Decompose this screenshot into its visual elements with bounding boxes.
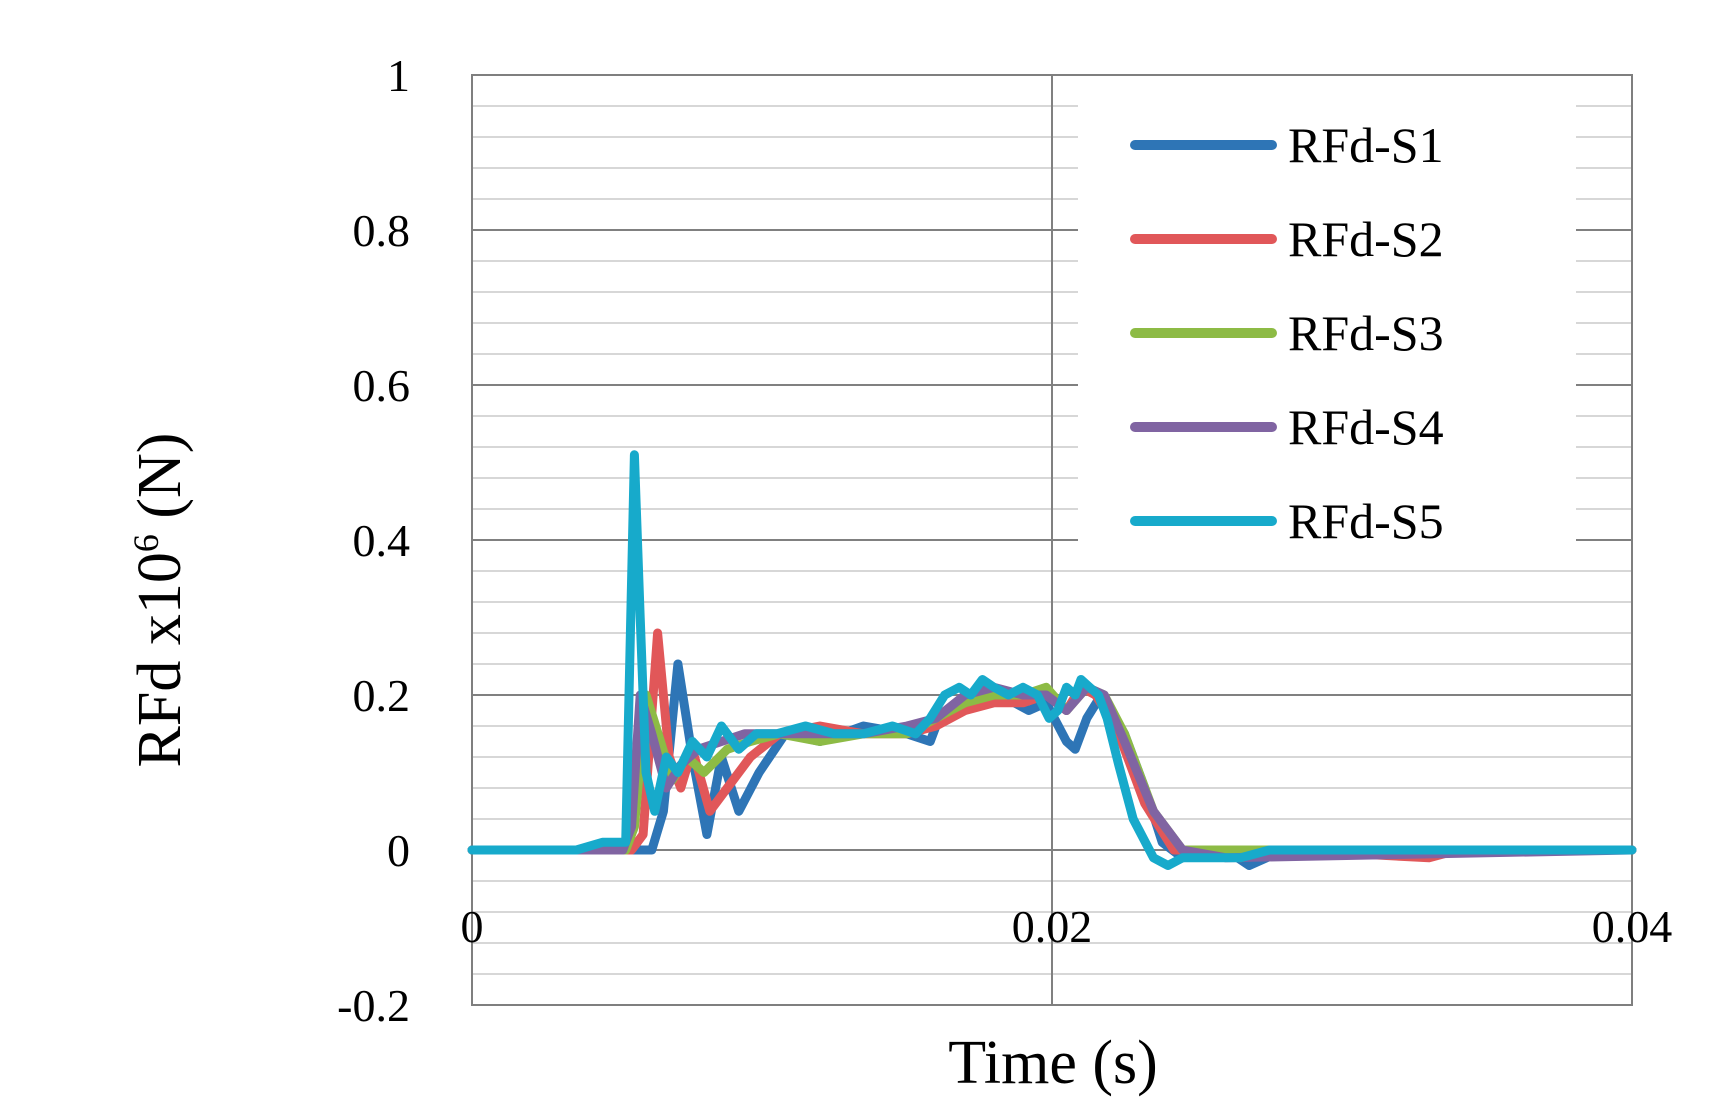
y-tick-label: 0.8 (353, 205, 411, 256)
x-tick-label: 0.02 (1012, 901, 1093, 952)
y-axis-title: RFd x106 (N) (126, 433, 194, 768)
x-tick-label: 0 (461, 901, 484, 952)
legend-label: RFd-S1 (1288, 117, 1444, 173)
x-tick-label: 0.04 (1592, 901, 1673, 952)
legend: RFd-S1 RFd-S2 RFd-S3 RFd-S4 RFd-S5 (1130, 117, 1444, 549)
y-tick-labels: -0.2 0 0.2 0.4 0.6 0.8 1 (337, 50, 410, 1031)
y-tick-label: -0.2 (337, 980, 410, 1031)
y-axis-title-main: RFd x10 (126, 552, 194, 767)
legend-label: RFd-S4 (1288, 399, 1444, 455)
y-tick-label: 0 (387, 825, 410, 876)
y-axis-title-unit: (N) (126, 433, 194, 535)
series-lines (467, 450, 1637, 870)
legend-box (1078, 100, 1576, 555)
x-axis-title: Time (s) (948, 1029, 1158, 1097)
legend-label: RFd-S3 (1288, 305, 1444, 361)
y-tick-label: 0.2 (353, 670, 411, 721)
y-tick-label: 0.4 (353, 515, 411, 566)
y-tick-label: 1 (387, 50, 410, 101)
y-tick-label: 0.6 (353, 360, 411, 411)
legend-label: RFd-S2 (1288, 211, 1444, 267)
y-axis-title-exponent: 6 (126, 534, 166, 552)
legend-label: RFd-S5 (1288, 493, 1444, 549)
plot-area-border (471, 74, 1633, 1006)
legend-background (1078, 100, 1576, 555)
series-line-rfd-s5 (467, 450, 1637, 870)
x-tick-labels: 0 0.02 0.04 (461, 901, 1673, 952)
